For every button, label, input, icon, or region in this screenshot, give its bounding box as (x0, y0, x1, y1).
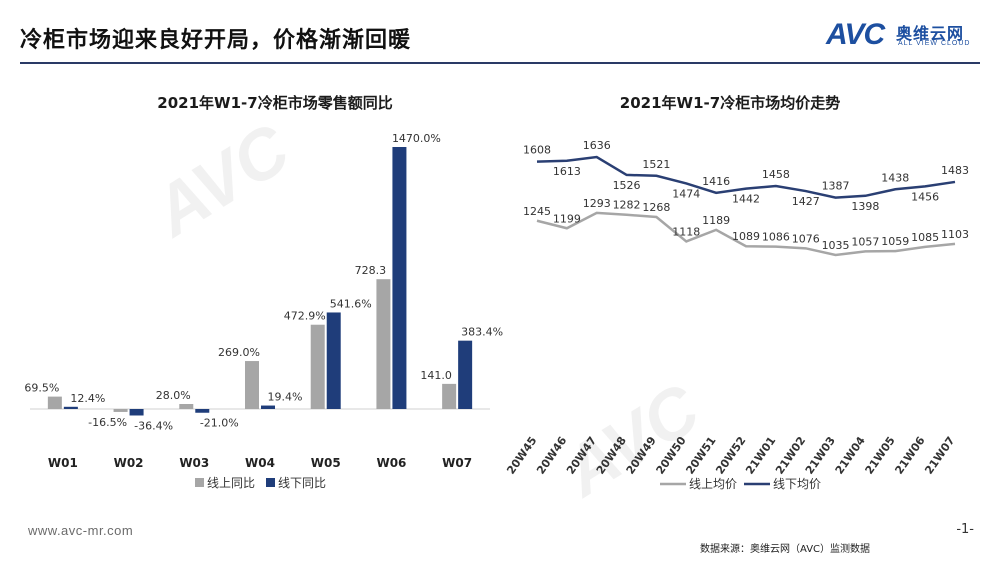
logo-mark: AVC (826, 18, 885, 51)
logo-en-text: ALL VIEW CLOUD (898, 40, 971, 47)
bar-category-label: W02 (114, 456, 144, 470)
line-chart-title: 2021年W1-7冷柜市场均价走势 (619, 94, 841, 112)
bar-offline-W05 (326, 312, 341, 409)
bar-chart-title: 2021年W1-7冷柜市场零售额同比 (157, 94, 393, 112)
legend-label-offline-price: 线下均价 (773, 477, 821, 491)
line-label-online-21W04: 1057 (851, 235, 879, 248)
bar-category-label: W05 (311, 456, 341, 470)
logo-cn-text: 奥维云网 (896, 24, 965, 43)
line-label-online-21W05: 1059 (881, 235, 909, 248)
bar-offline-W06 (392, 147, 407, 409)
header-divider (20, 62, 980, 64)
line-series-online (536, 211, 956, 257)
bar-label-offline-W02: -36.4% (134, 419, 173, 432)
bar-category-label: W07 (442, 456, 472, 470)
page-number: -1- (956, 522, 974, 537)
line-label-online-20W49: 1268 (642, 201, 670, 214)
bar-online-W07 (442, 383, 457, 409)
line-label-offline-20W46: 1613 (553, 165, 581, 178)
bar-category-label: W01 (48, 456, 78, 470)
line-label-offline-21W01: 1458 (762, 168, 790, 181)
bar-offline-W01 (63, 406, 78, 409)
bar-label-online-W04: 269.0% (218, 346, 260, 359)
line-label-offline-20W49: 1521 (642, 158, 670, 171)
line-label-online-20W45: 1245 (523, 205, 551, 218)
bar-online-W01 (47, 396, 62, 409)
bar-offline-W04 (261, 405, 275, 409)
line-label-online-20W48: 1282 (613, 199, 641, 212)
bar-label-online-W03: 28.0% (156, 389, 191, 402)
line-label-online-20W47: 1293 (583, 197, 611, 210)
line-label-offline-20W52: 1442 (732, 193, 760, 206)
bar-online-W02 (113, 409, 128, 412)
legend-label-online: 线上同比 (207, 476, 255, 490)
bar-label-online-W02: -16.5% (88, 416, 127, 429)
legend-swatch-online (195, 478, 204, 487)
line-label-online-20W51: 1189 (702, 214, 730, 227)
bar-offline-W02 (129, 409, 144, 416)
line-label-offline-20W51: 1416 (702, 175, 730, 188)
bar-online-W03 (179, 404, 194, 409)
line-label-online-20W46: 1199 (553, 212, 581, 225)
bar-label-online-W07: 141.0 (420, 369, 452, 382)
bar-online-W06 (376, 279, 391, 409)
line-label-online-21W06: 1085 (911, 231, 939, 244)
bar-online-W05 (310, 324, 325, 409)
legend-label-offline: 线下同比 (278, 476, 326, 490)
avc-logo: AVC 奥维云网 ALL VIEW CLOUD (826, 18, 976, 54)
legend-swatch-offline (266, 478, 275, 487)
line-label-online-21W01: 1086 (762, 231, 790, 244)
bar-label-offline-W07: 383.4% (461, 326, 503, 339)
bar-offline-W03 (195, 409, 210, 413)
line-label-offline-20W50: 1474 (672, 187, 700, 200)
line-label-offline-21W06: 1456 (911, 190, 939, 203)
line-series-offline (536, 155, 956, 199)
line-label-online-21W02: 1076 (792, 232, 820, 245)
line-label-online-20W52: 1089 (732, 230, 760, 243)
line-label-offline-20W47: 1636 (583, 139, 611, 152)
line-category-label: 21W07 (922, 434, 957, 476)
bar-online-W04 (245, 361, 259, 409)
bar-label-online-W01: 69.5% (24, 382, 59, 395)
legend-label-online-price: 线上均价 (689, 477, 737, 491)
data-source: 数据来源：奥维云网（AVC）监测数据 (700, 544, 871, 555)
line-label-online-21W03: 1035 (822, 239, 850, 252)
bar-label-online-W05: 472.9% (284, 310, 326, 323)
line-label-offline-21W04: 1398 (851, 200, 879, 213)
line-label-offline-21W02: 1427 (792, 195, 820, 208)
bar-category-label: W06 (376, 456, 406, 470)
line-label-offline-20W45: 1608 (523, 144, 551, 157)
bar-label-offline-W03: -21.0% (200, 417, 239, 430)
bar-label-offline-W04: 19.4% (268, 391, 303, 404)
bar-label-online-W06: 728.3 (355, 264, 387, 277)
line-label-offline-21W03: 1387 (822, 180, 850, 193)
line-label-online-20W50: 1118 (672, 225, 700, 238)
bar-label-offline-W01: 12.4% (70, 392, 105, 405)
line-label-offline-21W05: 1438 (881, 171, 909, 184)
bar-category-label: W04 (245, 456, 275, 470)
bar-label-offline-W05: 541.6% (330, 297, 372, 310)
footer-url: www.avc-mr.com (28, 523, 134, 538)
line-label-online-21W07: 1103 (941, 228, 969, 241)
line-label-offline-20W48: 1526 (613, 179, 641, 192)
line-label-offline-21W07: 1483 (941, 164, 969, 177)
bar-label-offline-W06: 1470.0% (392, 132, 441, 145)
bar-offline-W07 (458, 340, 473, 409)
bar-category-label: W03 (179, 456, 209, 470)
page-title: 冷柜市场迎来良好开局，价格渐渐回暖 (20, 28, 412, 53)
